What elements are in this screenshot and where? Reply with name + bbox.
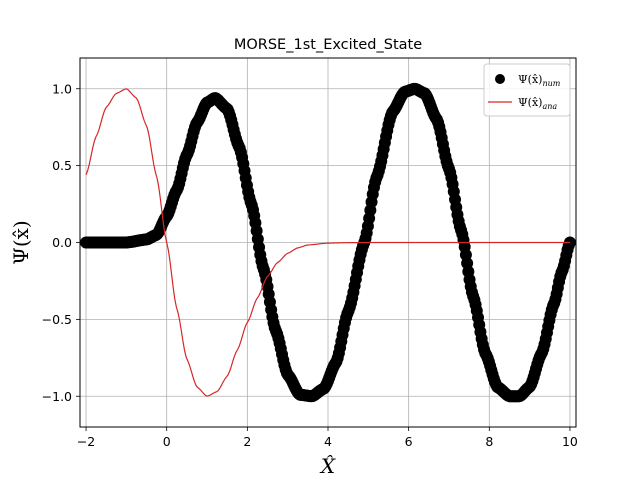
y-axis-label: Ψ(x̂): [9, 220, 33, 264]
y-tick-label: 0.0: [52, 235, 72, 250]
chart-title: MORSE_1st_Excited_State: [234, 37, 422, 53]
legend-marker-num: [495, 74, 505, 84]
x-tick-label: 4: [324, 434, 332, 449]
series-line-ana: [85, 88, 570, 397]
legend-label-ana-sub: ana: [542, 102, 557, 111]
legend: Ψ(x̂)num Ψ(x̂)ana: [483, 63, 571, 117]
x-tick-label: 6: [405, 434, 413, 449]
x-tick-label: 10: [562, 434, 578, 449]
y-tick-label: −1.0: [42, 389, 72, 404]
x-tick-label: −2: [77, 434, 95, 449]
x-tick-label: 8: [485, 434, 493, 449]
x-axis-label: X̂: [319, 454, 336, 478]
y-tick-label: −0.5: [42, 312, 72, 327]
legend-box: [483, 63, 571, 117]
legend-label-num: Ψ(x̂)num: [518, 73, 561, 88]
ticks: −2 0 2 4 6 8 10 −1.0 −0.5 0.0 0.5 1.0: [42, 81, 578, 449]
x-tick-label: 2: [243, 434, 251, 449]
legend-label-num-sub: num: [542, 79, 560, 88]
series: [80, 82, 576, 403]
legend-label-ana: Ψ(x̂)ana: [518, 96, 557, 111]
legend-label-num-main: Ψ(x̂): [518, 73, 542, 86]
legend-label-ana-main: Ψ(x̂): [518, 96, 542, 109]
y-tick-label: 0.5: [52, 158, 72, 173]
y-tick-label: 1.0: [52, 81, 72, 96]
x-tick-label: 0: [163, 434, 171, 449]
